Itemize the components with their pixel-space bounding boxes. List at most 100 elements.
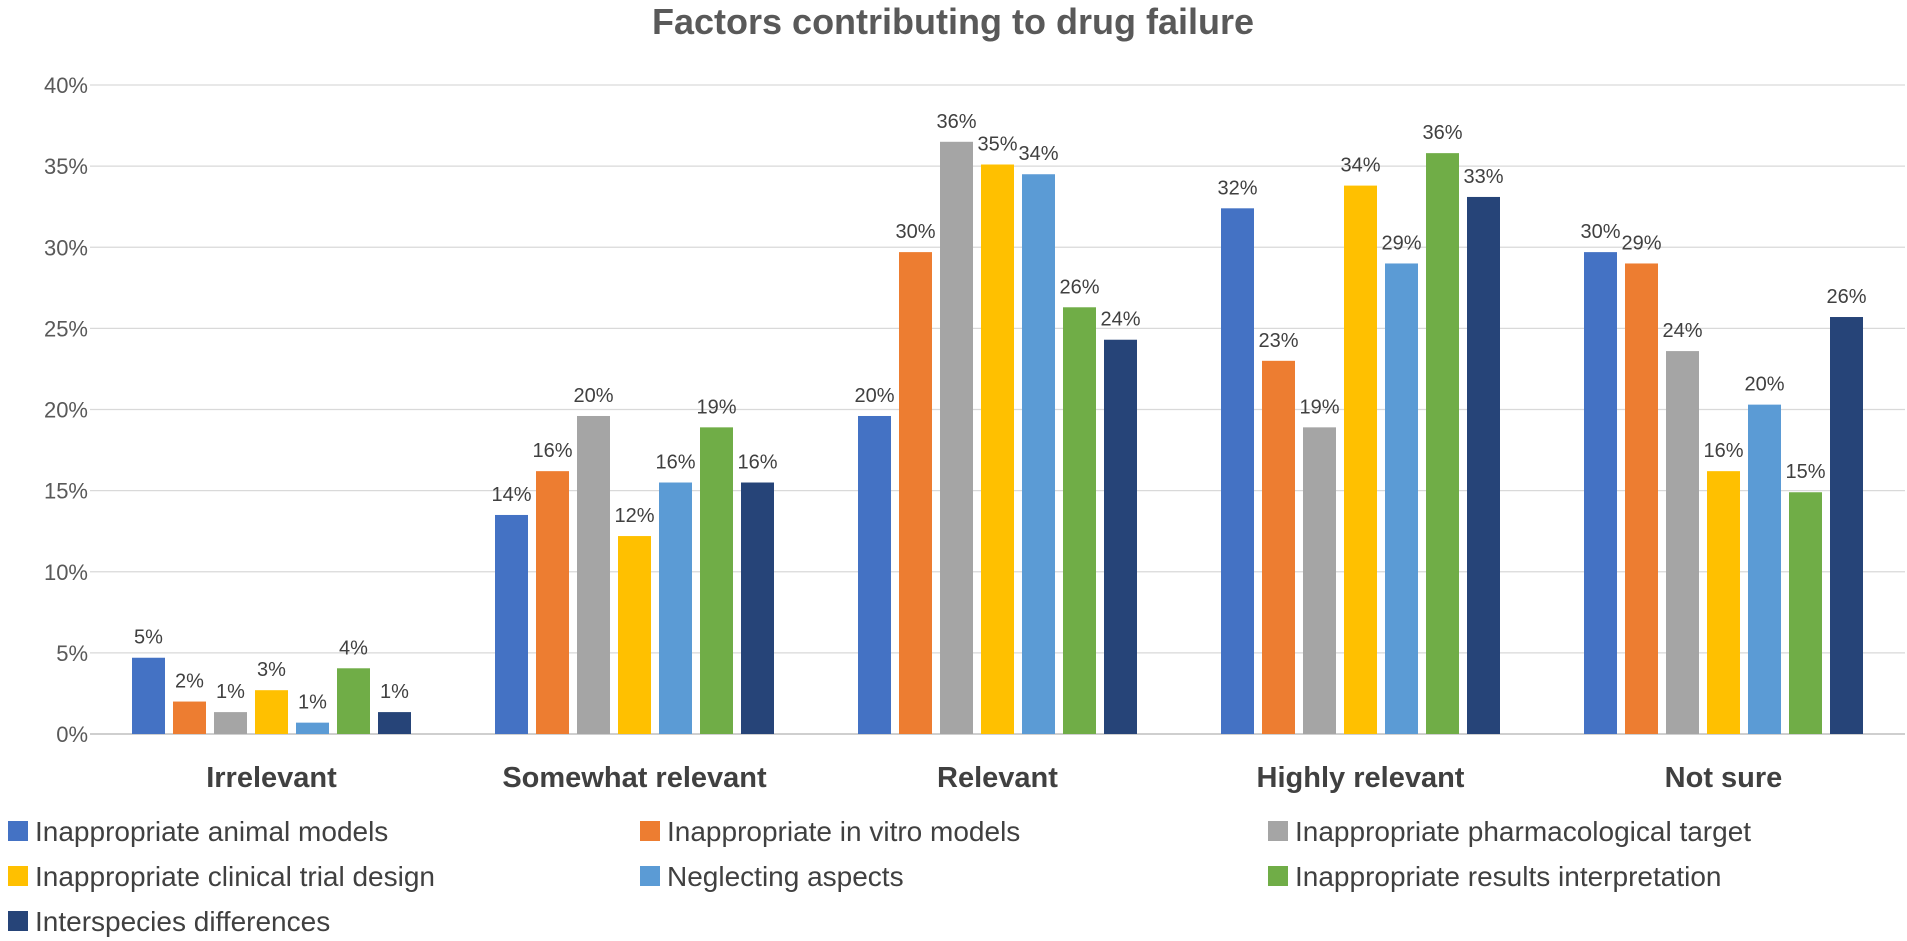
data-label: 36% [936,111,976,133]
chart-title: Factors contributing to drug failure [652,1,1254,42]
bar [1022,174,1055,735]
bar [1063,307,1096,734]
legend-swatch [8,911,28,931]
legend-swatch [1268,866,1288,886]
y-tick-label: 35% [44,154,88,179]
data-label: 26% [1826,286,1866,308]
bar [659,482,692,734]
data-label: 24% [1100,309,1140,331]
bar [1104,339,1137,734]
y-tick-label: 10% [44,560,88,585]
data-label: 35% [977,134,1017,156]
data-label: 20% [573,385,613,407]
bar [618,536,651,734]
category-label: Highly relevant [1257,762,1465,794]
bar [296,722,329,734]
y-axis: 0% 5% 10% 15% 20% 25% 30% 35% 40% [44,73,88,747]
data-label: 33% [1463,166,1503,188]
legend-label: Inappropriate animal models [35,816,388,847]
bar [1262,360,1295,734]
bar [1344,185,1377,735]
legend-swatch [8,821,28,841]
bar [1385,263,1418,734]
data-label: 19% [696,396,736,418]
data-label: 16% [737,452,777,474]
data-label: 30% [1580,221,1620,243]
data-label: 34% [1340,155,1380,177]
data-label: 14% [491,484,531,506]
data-label: 32% [1217,177,1257,199]
x-axis: Irrelevant Somewhat relevant Relevant Highl… [206,762,1782,794]
bar [132,657,165,734]
data-label: 20% [1744,374,1784,396]
bar [536,471,569,734]
data-label: 1% [380,681,409,703]
category-label: Not sure [1665,762,1783,794]
bar [1625,263,1658,734]
category-label: Relevant [937,762,1058,794]
legend-swatch [8,866,28,886]
bar [1221,208,1254,734]
data-labels: 5%2% 1%3%1%4%1%14%16%20%12%16%19%16%20%30… [134,111,1867,714]
bar [700,427,733,734]
bar [495,514,528,734]
bar [1426,153,1459,734]
y-tick-label: 0% [56,722,88,747]
data-label: 16% [532,440,572,462]
data-label: 1% [298,692,327,714]
legend-label: Inappropriate in vitro models [667,816,1020,847]
bar [1748,404,1781,734]
bar [1707,471,1740,734]
bar [577,415,610,734]
bar [1467,196,1500,734]
bar [981,164,1014,734]
category-label: Somewhat relevant [502,762,767,794]
data-label: 24% [1662,320,1702,342]
data-label: 36% [1422,122,1462,144]
bar [1666,351,1699,734]
legend-swatch [640,821,660,841]
bar [337,668,370,734]
data-label: 5% [134,627,163,649]
data-label: 1% [216,681,245,703]
legend-label: Neglecting aspects [667,861,904,892]
bar [899,252,932,734]
category-label: Irrelevant [206,762,337,794]
y-tick-label: 40% [44,73,88,98]
bar [741,482,774,734]
bar [858,415,891,734]
legend: Inappropriate animal models Inappropriate… [8,816,1751,937]
bar [255,690,288,734]
legend-label: Inappropriate pharmacological target [1295,816,1751,847]
data-label: 30% [895,221,935,243]
data-label: 3% [257,659,286,681]
data-label: 20% [854,385,894,407]
data-label: 4% [339,637,368,659]
bar [214,712,247,734]
legend-swatch [1268,821,1288,841]
bar [1584,252,1617,734]
y-tick-label: 5% [56,641,88,666]
bar [1789,492,1822,734]
bar [1303,427,1336,734]
data-label: 2% [175,671,204,693]
bars [132,141,1863,735]
data-label: 26% [1059,276,1099,298]
data-label: 19% [1299,396,1339,418]
legend-swatch [640,866,660,886]
data-label: 29% [1621,232,1661,254]
data-label: 16% [655,452,695,474]
bar [173,701,206,734]
data-label: 23% [1258,330,1298,352]
legend-label: Inappropriate clinical trial design [35,861,435,892]
data-label: 16% [1703,440,1743,462]
data-label: 12% [614,505,654,527]
y-tick-label: 25% [44,316,88,341]
data-label: 34% [1018,143,1058,165]
legend-label: Inappropriate results interpretation [1295,861,1721,892]
y-tick-label: 15% [44,479,88,504]
data-label: 29% [1381,232,1421,254]
y-tick-label: 30% [44,235,88,260]
bar [378,712,411,734]
